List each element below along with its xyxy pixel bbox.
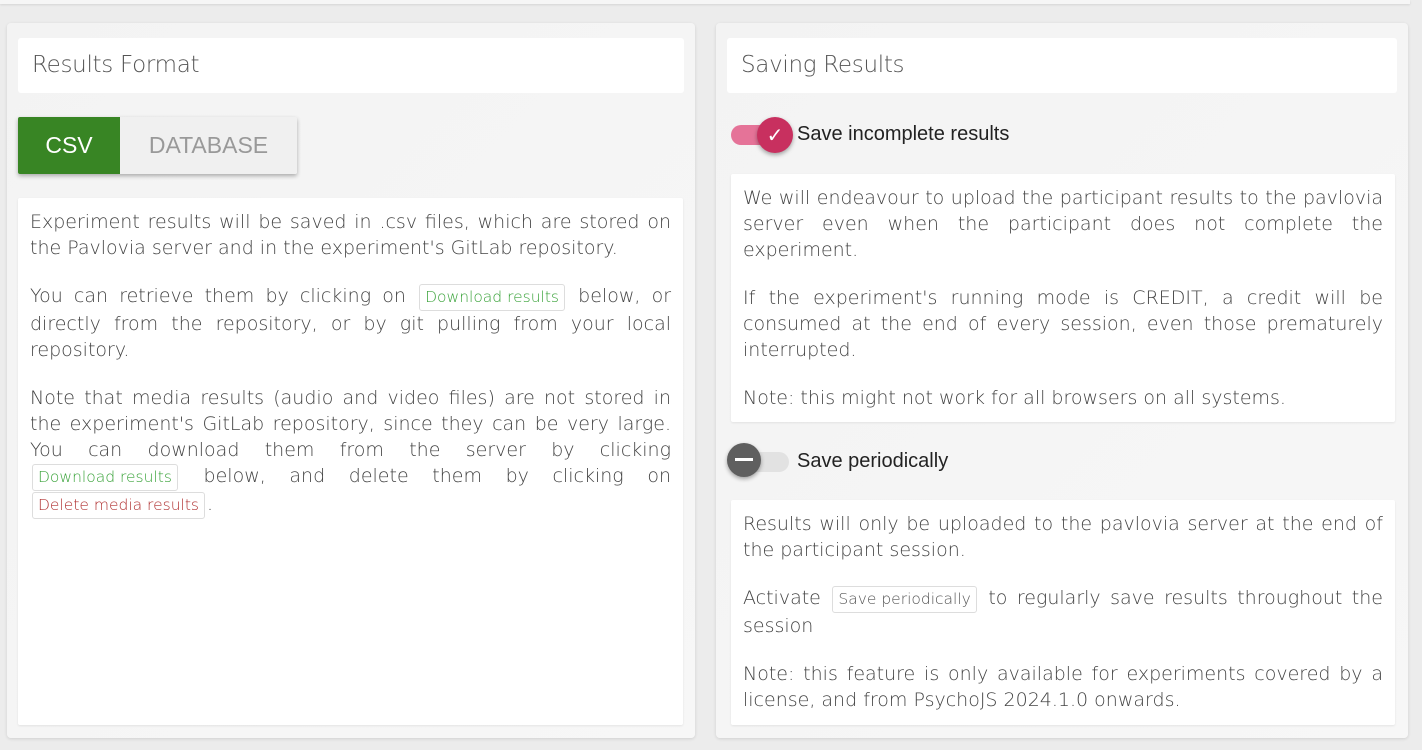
csv-description: Experiment results will be saved in .csv… (18, 198, 683, 725)
text: below, and delete them by clicking on (203, 465, 671, 487)
top-bar (0, 0, 1410, 4)
paragraph: Note that media results (audio and video… (30, 385, 671, 519)
toggle-label: Save incomplete results (797, 123, 1010, 145)
format-selector: CSV DATABASE (18, 117, 297, 174)
text: Activate (743, 587, 821, 609)
paragraph: We will endeavour to upload the particip… (743, 187, 1383, 261)
toggle-track (727, 442, 789, 477)
panel-title: Saving Results (727, 38, 1397, 93)
save-periodically-toggle[interactable]: Save periodically (727, 442, 949, 477)
paragraph: Results will only be uploaded to the pav… (743, 513, 1383, 561)
paragraph: Activate Save periodically to regularly … (743, 585, 1383, 639)
text: You can retrieve them by clicking on (30, 285, 406, 307)
text: . (207, 493, 214, 515)
download-results-chip[interactable]: Download results (32, 464, 178, 491)
save-periodically-chip: Save periodically (832, 586, 977, 613)
paragraph: Note: this feature is only available for… (743, 663, 1383, 711)
check-icon: ✓ (757, 116, 793, 153)
paragraph: Experiment results will be saved in .csv… (30, 211, 671, 259)
download-results-chip[interactable]: Download results (419, 284, 565, 311)
save-periodically-description: Results will only be uploaded to the pav… (731, 500, 1395, 725)
toggle-track: ✓ (731, 116, 793, 153)
text: below, or directly from the repository, … (30, 285, 671, 361)
paragraph: If the experiment's running mode is CRED… (743, 287, 1383, 361)
text: Note that media results (audio and video… (30, 387, 671, 461)
database-option-button[interactable]: DATABASE (120, 117, 297, 174)
paragraph: Note: this might not work for all browse… (743, 387, 1286, 409)
toggle-label: Save periodically (797, 450, 949, 472)
save-incomplete-toggle[interactable]: ✓ Save incomplete results (731, 116, 1010, 153)
text: to regularly save results throughout the… (743, 587, 1383, 637)
paragraph: You can retrieve them by clicking on Dow… (30, 283, 671, 363)
delete-media-results-chip[interactable]: Delete media results (32, 492, 205, 519)
results-format-panel: Results Format CSV DATABASE Experiment r… (7, 23, 695, 738)
minus-icon (727, 442, 761, 477)
save-incomplete-description: We will endeavour to upload the particip… (731, 174, 1395, 422)
csv-option-button[interactable]: CSV (18, 117, 120, 174)
saving-results-panel: Saving Results ✓ Save incomplete results… (716, 23, 1408, 738)
panel-title: Results Format (18, 38, 684, 93)
